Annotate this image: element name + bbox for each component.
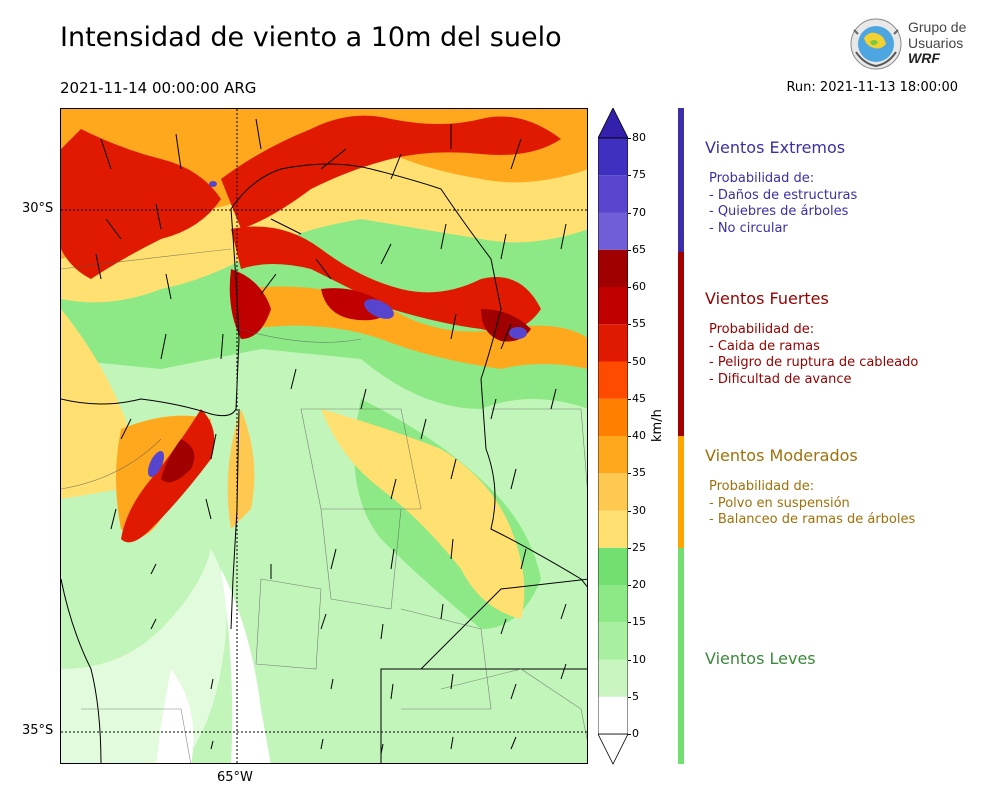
colorbar-tick-mark <box>628 547 631 549</box>
colorbar-outline <box>598 137 628 735</box>
colorbar-segment <box>598 547 628 585</box>
colorbar-tick-mark <box>628 138 631 139</box>
chart-title: Intensidad de viento a 10m del suelo <box>60 22 562 53</box>
desc-line: - No circular <box>709 220 788 236</box>
desc-line: Probabilidad de: <box>709 479 815 494</box>
desc-line: - Balanceo de ramas de árboles <box>709 512 916 527</box>
colorbar-tick-mark <box>628 249 631 251</box>
category-title-extreme: Vientos Extremos <box>705 138 846 157</box>
desc-line: - Daños de estructuras <box>709 187 858 203</box>
colorbar-tick-mark <box>628 287 631 288</box>
colorbar-segment <box>598 659 628 697</box>
lat-label-30s: 30°S <box>22 201 54 216</box>
colorbar-segment <box>598 510 628 548</box>
category-title-moderate: Vientos Moderados <box>705 446 858 465</box>
colorbar-tick-mark <box>628 361 631 363</box>
colorbar-tick-mark <box>628 212 631 214</box>
colorbar-segment <box>598 696 628 734</box>
colorbar-segment <box>598 249 628 287</box>
colorbar-tick-label: 75 <box>632 168 646 182</box>
valid-time: 2021-11-14 00:00:00 ARG <box>60 79 257 97</box>
colorbar-tick-label: 10 <box>632 652 646 666</box>
colorbar-segment <box>598 473 628 511</box>
logo-line2: Usuarios <box>908 35 964 51</box>
desc-line: - Quiebres de árboles <box>709 204 849 219</box>
desc-line: Probabilidad de: <box>709 322 815 337</box>
category-bar-moderate <box>678 436 684 548</box>
desc-line: Probabilidad de: <box>709 171 815 186</box>
colorbar-segment <box>598 324 628 362</box>
colorbar-tick-mark <box>628 585 631 586</box>
category-title-strong: Vientos Fuertes <box>705 289 829 308</box>
logo-line3: WRF <box>908 50 940 66</box>
colorbar-tick-label: 55 <box>632 317 646 331</box>
category-bar-strong <box>678 252 684 436</box>
colorbar-tick-label: 20 <box>632 578 646 591</box>
colorbar-tick-label: 40 <box>632 429 646 442</box>
logo-line1: Grupo de <box>908 19 967 35</box>
colorbar-segment <box>598 622 628 660</box>
lon-label-65w: 65°W <box>217 770 253 785</box>
colorbar-tick-label: 30 <box>632 503 646 517</box>
colorbar-segment <box>598 398 628 436</box>
colorbar-tick-label: 45 <box>632 391 646 405</box>
colorbar-segment <box>598 287 628 325</box>
colorbar-unit: km/h <box>650 409 665 442</box>
colorbar-tick-label: 50 <box>632 354 646 368</box>
desc-line: - Dificultad de avance <box>709 371 852 387</box>
colorbar-extend-high <box>598 108 628 139</box>
colorbar-tick-mark <box>628 734 631 735</box>
colorbar-segment <box>598 585 628 623</box>
colorbar-segment <box>598 361 628 399</box>
colorbar-tick-label: 15 <box>632 615 646 629</box>
colorbar-tick-label: 5 <box>632 689 639 703</box>
colorbar-tick-label: 0 <box>632 727 639 740</box>
wind-field <box>61 109 587 763</box>
colorbar-tick-label: 60 <box>632 280 646 293</box>
desc-line: - Peligro de ruptura de cableado <box>709 355 919 370</box>
wrf-logo: Grupo de Usuarios WRF <box>848 16 968 74</box>
colorbar-segment <box>598 138 628 176</box>
lat-label-35s: 35°S <box>22 723 54 738</box>
colorbar-tick-label: 35 <box>632 466 646 480</box>
colorbar-tick-label: 65 <box>632 242 646 256</box>
run-time: Run: 2021-11-13 18:00:00 <box>786 80 958 95</box>
category-bar-light <box>678 548 684 764</box>
category-bar-extreme <box>678 108 684 252</box>
desc-line: - Caida de ramas <box>709 338 820 354</box>
colorbar-tick-mark <box>628 473 631 475</box>
globe-icon <box>850 18 902 70</box>
colorbar-tick-mark <box>628 510 631 512</box>
category-title-light: Vientos Leves <box>705 649 816 668</box>
category-desc-strong: Probabilidad de: - Caida de ramas - Peli… <box>709 322 918 388</box>
colorbar-tick-mark <box>628 436 631 437</box>
colorbar-tick-mark <box>628 696 631 698</box>
colorbar-tick-label: 70 <box>632 205 646 219</box>
desc-line: - Polvo en suspensión <box>709 495 850 511</box>
colorbar-segment <box>598 212 628 250</box>
colorbar-tick-mark <box>628 398 631 400</box>
colorbar-extend-low <box>598 733 628 765</box>
wind-map <box>60 108 588 764</box>
colorbar-tick-mark <box>628 175 631 177</box>
colorbar-tick-mark <box>628 622 631 624</box>
category-desc-moderate: Probabilidad de: - Polvo en suspensión -… <box>709 479 915 529</box>
colorbar-tick-label: 25 <box>632 540 646 554</box>
colorbar-tick-mark <box>628 659 631 661</box>
colorbar <box>598 108 628 765</box>
colorbar-segment <box>598 175 628 213</box>
colorbar-tick-label: 80 <box>632 131 646 144</box>
category-desc-extreme: Probabilidad de: - Daños de estructuras … <box>709 171 857 237</box>
colorbar-segment <box>598 436 628 474</box>
colorbar-tick-mark <box>628 324 631 326</box>
